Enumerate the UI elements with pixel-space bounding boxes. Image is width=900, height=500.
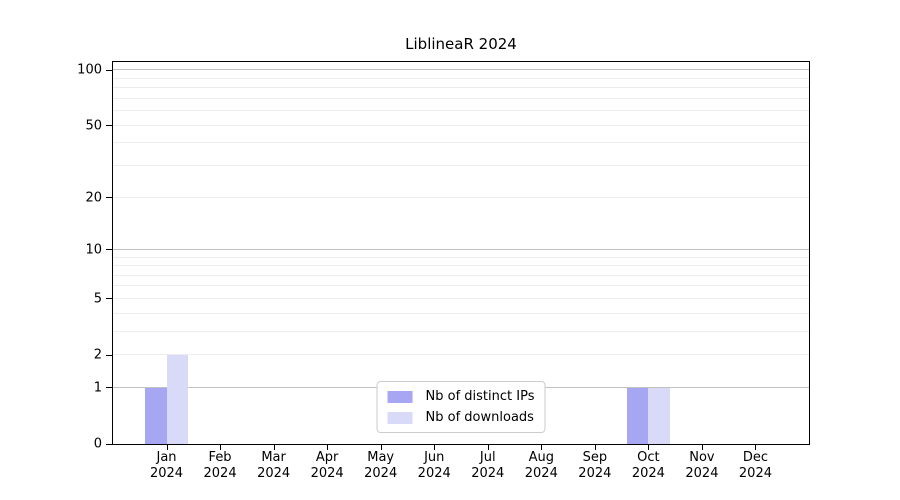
bar-oct-nb-of-distinct-ips xyxy=(626,387,649,444)
ytick-mark-20 xyxy=(106,197,112,199)
xtick-label-dec: Dec 2024 xyxy=(738,450,772,481)
chart-title: LiblineaR 2024 xyxy=(405,35,517,53)
ytick-label-1: 1 xyxy=(93,380,102,396)
gridline-minor-70 xyxy=(113,97,809,99)
xtick-label-jul: Jul 2024 xyxy=(471,450,505,481)
xtick-mark-sep xyxy=(594,445,596,450)
gridline-minor-50 xyxy=(113,124,809,126)
ytick-mark-100 xyxy=(106,69,112,71)
xtick-label-aug: Aug 2024 xyxy=(524,450,558,481)
bar-oct-nb-of-downloads xyxy=(648,387,670,444)
gridline-major-10 xyxy=(113,248,809,250)
gridline-minor-7 xyxy=(113,274,809,276)
ytick-mark-10 xyxy=(106,249,112,251)
legend-label-nb-of-distinct-ips: Nb of distinct IPs xyxy=(425,389,535,404)
xtick-label-oct: Oct 2024 xyxy=(631,450,665,481)
xtick-mark-feb xyxy=(220,445,222,450)
xtick-mark-jan xyxy=(166,445,168,450)
bar-jan-nb-of-distinct-ips xyxy=(145,387,167,444)
legend-row-nb-of-distinct-ips: Nb of distinct IPs xyxy=(387,389,535,404)
xtick-label-may: May 2024 xyxy=(364,450,398,481)
ytick-label-10: 10 xyxy=(85,242,102,258)
xtick-label-feb: Feb 2024 xyxy=(203,450,237,481)
gridline-minor-90 xyxy=(113,77,809,79)
xtick-label-jun: Jun 2024 xyxy=(417,450,451,481)
ytick-label-50: 50 xyxy=(85,118,102,134)
ytick-mark-50 xyxy=(106,125,112,127)
gridline-minor-3 xyxy=(113,330,809,332)
ytick-label-20: 20 xyxy=(85,190,102,206)
ytick-label-100: 100 xyxy=(77,62,102,78)
legend: Nb of distinct IPs Nb of downloads xyxy=(376,381,546,433)
bar-jan-nb-of-downloads xyxy=(166,355,188,444)
xtick-mark-apr xyxy=(327,445,329,450)
ytick-label-0: 0 xyxy=(93,436,102,452)
gridline-minor-9 xyxy=(113,256,809,258)
xtick-mark-jun xyxy=(434,445,436,450)
ytick-label-2: 2 xyxy=(93,347,102,363)
ytick-mark-0 xyxy=(106,443,112,445)
gridline-minor-4 xyxy=(113,312,809,314)
xtick-mark-mar xyxy=(273,445,275,450)
xtick-mark-jul xyxy=(487,445,489,450)
xtick-mark-dec xyxy=(755,445,757,450)
xtick-mark-aug xyxy=(541,445,543,450)
legend-swatch-nb-of-downloads xyxy=(387,411,413,424)
legend-swatch-nb-of-distinct-ips xyxy=(387,390,413,403)
xtick-mark-may xyxy=(380,445,382,450)
ytick-mark-5 xyxy=(106,298,112,300)
gridline-minor-20 xyxy=(113,196,809,198)
xtick-mark-nov xyxy=(701,445,703,450)
ytick-label-5: 5 xyxy=(93,291,102,307)
gridline-minor-80 xyxy=(113,87,809,89)
gridline-minor-40 xyxy=(113,142,809,144)
gridline-minor-8 xyxy=(113,265,809,267)
gridline-major-100 xyxy=(113,69,809,71)
xtick-label-nov: Nov 2024 xyxy=(685,450,719,481)
gridline-minor-2 xyxy=(113,354,809,356)
xtick-label-sep: Sep 2024 xyxy=(578,450,612,481)
gridline-minor-6 xyxy=(113,285,809,287)
gridline-minor-60 xyxy=(113,110,809,112)
legend-label-nb-of-downloads: Nb of downloads xyxy=(425,410,534,425)
xtick-label-mar: Mar 2024 xyxy=(257,450,291,481)
ytick-mark-2 xyxy=(106,354,112,356)
xtick-label-apr: Apr 2024 xyxy=(310,450,344,481)
gridline-minor-5 xyxy=(113,297,809,299)
plot-area: Nb of distinct IPs Nb of downloads xyxy=(112,61,810,445)
xtick-mark-oct xyxy=(648,445,650,450)
gridline-minor-30 xyxy=(113,165,809,166)
xtick-label-jan: Jan 2024 xyxy=(149,450,184,481)
ytick-mark-1 xyxy=(106,387,112,389)
legend-row-nb-of-downloads: Nb of downloads xyxy=(387,410,535,425)
